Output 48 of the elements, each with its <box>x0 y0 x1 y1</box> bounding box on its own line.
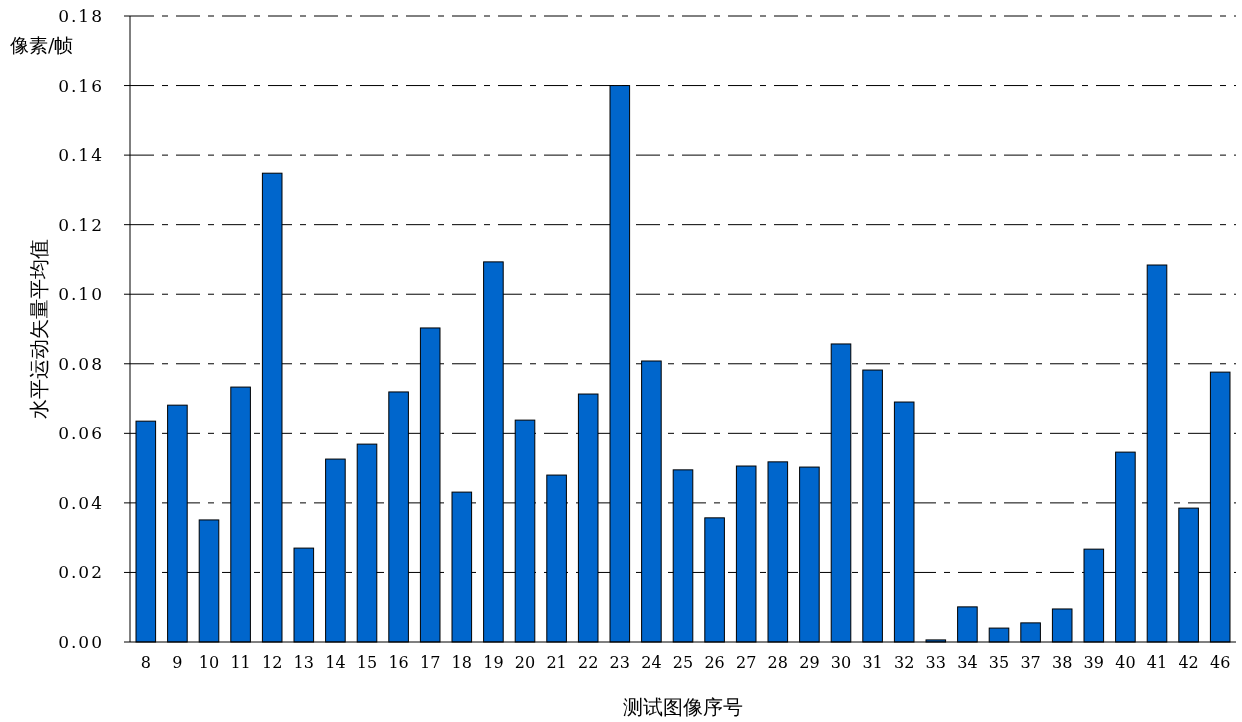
x-tick-label: 19 <box>483 653 504 672</box>
x-axis-title: 测试图像序号 <box>623 695 743 719</box>
x-tick-label: 32 <box>894 653 915 672</box>
y-tick-label: 0.06 <box>58 423 104 444</box>
x-tick-label: 24 <box>641 653 662 672</box>
x-tick-label: 13 <box>293 653 314 672</box>
x-tick-label: 23 <box>609 653 630 672</box>
x-tick-label: 12 <box>262 653 283 672</box>
x-tick-label: 40 <box>1115 653 1136 672</box>
x-tick-label: 16 <box>388 653 409 672</box>
x-tick-label: 41 <box>1146 653 1168 672</box>
x-tick-label: 35 <box>988 653 1010 672</box>
x-tick-label: 42 <box>1178 653 1199 672</box>
x-tick-label: 31 <box>862 653 883 672</box>
y-tick-label: 0.04 <box>58 492 104 513</box>
x-tick-label: 15 <box>356 653 378 672</box>
y-tick-label: 0.00 <box>58 631 104 652</box>
x-tick-label: 22 <box>578 653 599 672</box>
x-tick-label: 29 <box>799 653 820 672</box>
x-tick-label: 10 <box>198 653 220 672</box>
y-tick-label: 0.16 <box>58 75 104 96</box>
x-tick-label: 9 <box>172 653 183 672</box>
x-tick-label: 37 <box>1020 653 1041 672</box>
x-tick-label: 34 <box>957 653 978 672</box>
x-tick-label: 27 <box>736 653 757 672</box>
text: 像素/帧 <box>10 34 74 56</box>
y-tick-label: 0.14 <box>58 145 104 166</box>
x-tick-label: 46 <box>1210 653 1231 672</box>
x-tick-label: 17 <box>420 653 441 672</box>
x-tick-label: 30 <box>830 653 852 672</box>
x-tick-label: 14 <box>325 653 346 672</box>
x-tick-label: 8 <box>140 653 151 672</box>
y-tick-label: 0.08 <box>58 353 104 374</box>
x-tick-label: 11 <box>230 653 251 672</box>
y-axis-title: 水平运动矢量平均值 <box>27 239 51 419</box>
y-tick-label: 0.02 <box>58 562 104 583</box>
x-tick-label: 25 <box>672 653 694 672</box>
y-tick-label: 0.12 <box>58 214 104 235</box>
x-tick-label: 33 <box>925 653 946 672</box>
y-tick-label: 0.18 <box>58 5 104 26</box>
x-tick-label: 26 <box>704 653 725 672</box>
x-tick-label: 38 <box>1052 653 1073 672</box>
x-tick-label: 21 <box>546 653 567 672</box>
y-tick-label: 0.10 <box>58 284 104 305</box>
x-tick-label: 39 <box>1083 653 1104 672</box>
x-tick-label: 28 <box>767 653 788 672</box>
x-tick-label: 20 <box>514 653 536 672</box>
x-tick-label: 18 <box>451 653 472 672</box>
